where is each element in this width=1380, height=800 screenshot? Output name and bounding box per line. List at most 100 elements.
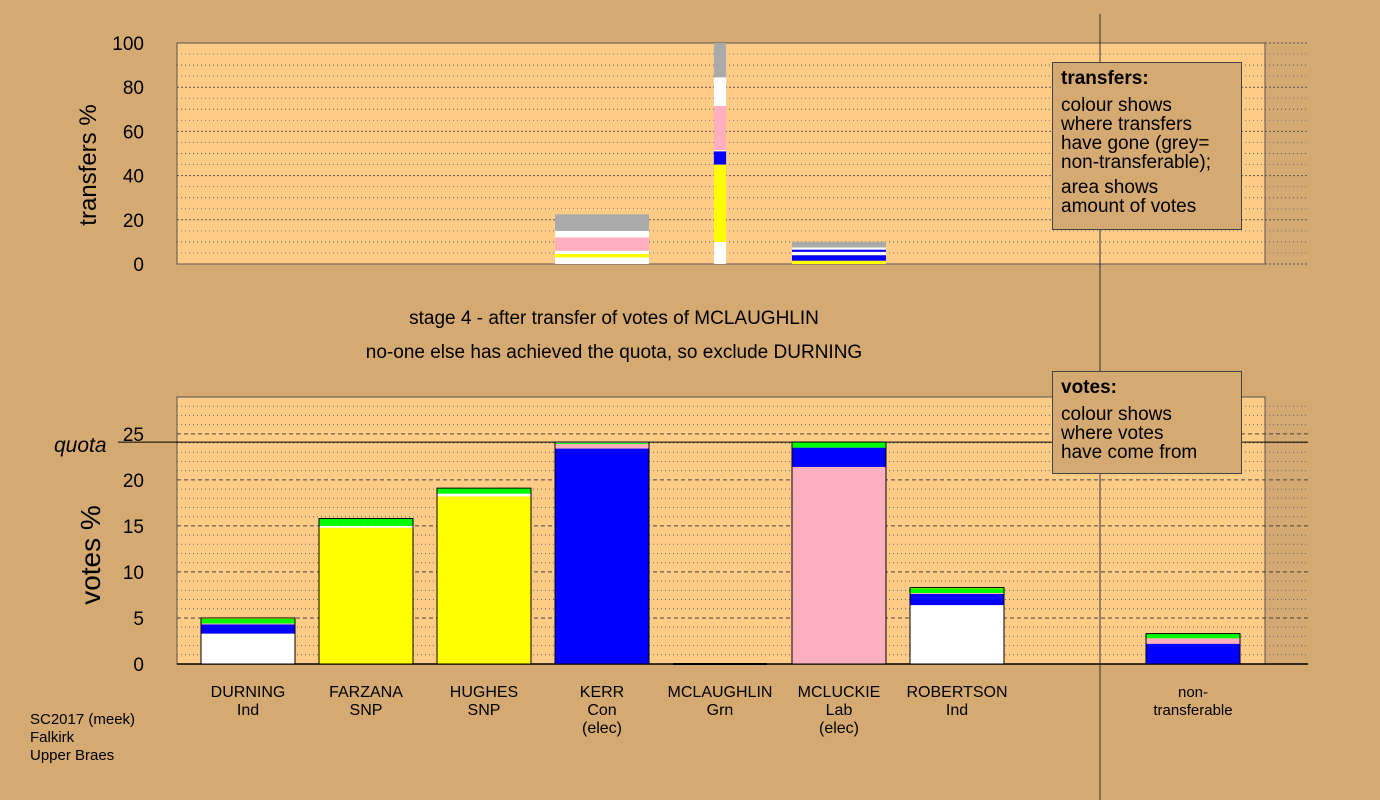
transfer-segment (713, 105, 727, 151)
transfers-gridlines (177, 42, 1308, 265)
vote-segment (1146, 643, 1240, 664)
x-tick-label: transferable (1153, 702, 1232, 719)
footer-election: SC2017 (meek) (30, 711, 136, 728)
transfers-legend-text-2: area shows amount of votes (1061, 178, 1233, 216)
x-tick-label: MCLUCKIE (798, 684, 881, 701)
x-tick-label: Ind (946, 702, 968, 719)
footer-ward: Upper Braes (30, 747, 115, 764)
y-tick-label: 80 (123, 78, 144, 99)
legend-line: where votes (1061, 423, 1164, 444)
stage-title: stage 4 - after transfer of votes of MCL… (409, 308, 819, 329)
vote-segment (319, 527, 413, 664)
vote-segment (201, 633, 295, 664)
transfers-bars (555, 43, 886, 264)
x-tick-label: non- (1178, 684, 1208, 701)
x-tick-label: Ind (237, 702, 259, 719)
vote-segment (437, 488, 531, 494)
legend-line: have gone (grey= (1061, 133, 1210, 154)
y-tick-label: 0 (133, 255, 144, 276)
votes-bars (200, 441, 1241, 665)
x-tick-label: ROBERTSON (906, 684, 1007, 701)
y-tick-label: 25 (123, 425, 144, 446)
transfer-segment (792, 241, 886, 248)
vote-segment (555, 448, 649, 664)
vote-bar-outline (318, 518, 414, 665)
vote-segment (910, 594, 1004, 606)
x-tick-label: Grn (707, 702, 734, 719)
vote-bar-outline (791, 441, 887, 665)
transfers-legend-text-1: colour shows where transfers have gone (… (1061, 96, 1233, 172)
votes-legend-text: colour shows where votes have come from (1061, 405, 1233, 462)
x-tick-label: FARZANA (329, 684, 403, 701)
y-tick-label: 0 (133, 655, 144, 676)
transfer-segment (555, 230, 649, 238)
x-tick-label: SNP (350, 702, 383, 719)
transfer-segment (792, 260, 886, 264)
vote-segment (1146, 633, 1240, 639)
x-tick-label: KERR (580, 684, 624, 701)
x-tick-label: Con (587, 702, 616, 719)
y-tick-label: 60 (123, 122, 144, 143)
y-tick-label: 40 (123, 167, 144, 188)
vote-segment (792, 442, 886, 448)
legend-line: colour shows (1061, 95, 1172, 116)
votes-legend-title: votes: (1061, 377, 1117, 398)
vote-segment (201, 618, 295, 624)
x-tick-label: MCLAUGHLIN (668, 684, 773, 701)
vote-bar-outline (554, 441, 650, 665)
vote-segment (437, 496, 531, 664)
vote-segment (792, 466, 886, 664)
x-tick-label: (elec) (582, 720, 622, 737)
vote-segment (555, 443, 649, 449)
transfer-segment (555, 257, 649, 264)
transfer-segment (792, 247, 886, 250)
transfer-segment (713, 77, 727, 106)
quota-label: quota (54, 434, 107, 457)
transfer-segment (555, 254, 649, 258)
footer-info: SC2017 (meek) Falkirk Upper Braes (30, 711, 135, 765)
votes-legend: votes: colour shows where votes have com… (1052, 371, 1242, 474)
votes-y-label: votes % (75, 505, 106, 605)
y-tick-label: 15 (123, 517, 144, 538)
y-tick-label: 20 (123, 211, 144, 232)
y-tick-label: 5 (133, 609, 144, 630)
transfer-segment (792, 255, 886, 261)
vote-bar-outline (436, 487, 532, 665)
legend-line: where transfers (1061, 114, 1192, 135)
vote-segment (319, 525, 413, 528)
transfer-segment (713, 43, 727, 78)
legend-line: amount of votes (1061, 196, 1197, 217)
transfers-legend-title: transfers: (1061, 68, 1149, 89)
vote-segment (792, 447, 886, 467)
x-tick-label: (elec) (819, 720, 859, 737)
vote-segment (201, 624, 295, 634)
votes-x-labels: DURNINGIndFARZANASNPHUGHESSNPKERRCon(ele… (211, 684, 1233, 737)
vote-bar-outline (909, 587, 1005, 665)
legend-line: colour shows (1061, 404, 1172, 425)
transfer-segment (792, 249, 886, 252)
vote-segment (319, 518, 413, 526)
vote-bar-outline (200, 617, 296, 665)
vote-segment (910, 588, 1004, 594)
votes-y-ticks: 0 5 10 15 20 25 (123, 425, 144, 676)
vote-segment (437, 493, 531, 497)
transfer-segment (792, 251, 886, 256)
transfer-segment (713, 241, 727, 264)
y-tick-label: 100 (112, 34, 144, 55)
vote-segment (1146, 638, 1240, 644)
vote-bar-outline (1145, 633, 1241, 665)
x-tick-label: HUGHES (450, 684, 518, 701)
vote-segment (910, 605, 1004, 664)
transfer-segment (713, 164, 727, 242)
x-tick-label: SNP (468, 702, 501, 719)
transfers-y-ticks: 0 20 40 60 80 100 (112, 34, 144, 276)
y-tick-label: 20 (123, 471, 144, 492)
legend-line: non-transferable); (1061, 152, 1211, 173)
x-tick-label: Lab (826, 702, 853, 719)
stage-subtitle: no-one else has achieved the quota, so e… (366, 342, 862, 363)
transfer-segment (555, 214, 649, 231)
legend-line: area shows (1061, 177, 1159, 198)
vote-segment (201, 623, 295, 625)
transfers-y-label: transfers % (75, 104, 102, 225)
y-tick-label: 10 (123, 563, 144, 584)
